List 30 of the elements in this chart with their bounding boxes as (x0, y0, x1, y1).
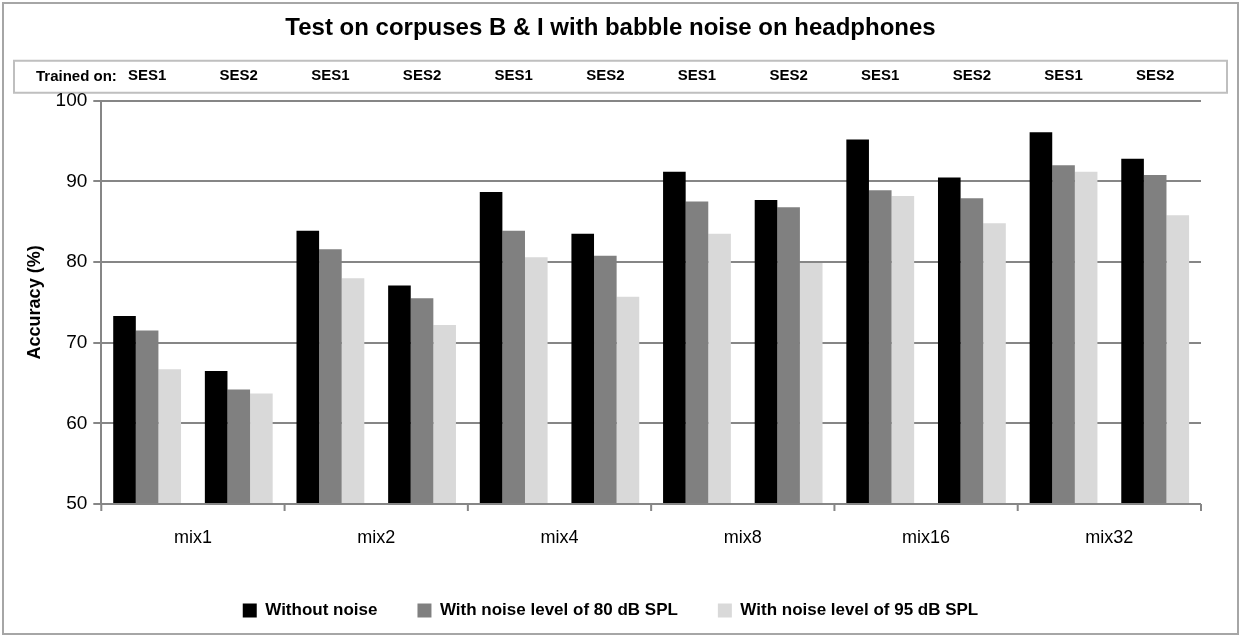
x-tick-label: SES1 (1044, 65, 1083, 83)
x-tick-label: SES2 (586, 65, 625, 83)
text: mix4 (540, 526, 579, 547)
text: mix1 (173, 526, 212, 547)
y-tick-label: 100 (55, 89, 88, 111)
x-tick-label: SES1 (677, 65, 717, 83)
text: mix16 (902, 526, 951, 547)
y-tick-label: 80 (66, 250, 88, 272)
x-tick-label: SES1 (311, 65, 350, 83)
chart-title: Test on corpuses B & I with babble noise on headphones (285, 13, 936, 41)
x-tick-label: SES2 (769, 65, 808, 83)
x-tick-label: SES2 (219, 65, 258, 83)
y-tick-label: 70 (66, 330, 88, 352)
y-tick-label: 90 (66, 169, 88, 191)
x-tick-label: SES1 (127, 65, 167, 83)
y-tick-label: 50 (66, 492, 88, 514)
x-tick-label: SES2 (1136, 65, 1175, 83)
legend-label: With noise level of 95 dB SPL (740, 600, 979, 620)
y-tick-label: 60 (66, 411, 88, 433)
text: mix8 (723, 526, 762, 547)
text: mix2 (357, 526, 396, 547)
y-axis-title: Accuracy (%) (23, 245, 44, 360)
x-tick-label: SES1 (861, 65, 900, 83)
x-tick-label: SES1 (494, 65, 533, 83)
x-tick-label: SES2 (952, 65, 992, 83)
text: mix32 (1085, 526, 1134, 547)
legend-label: Without noise (265, 600, 378, 620)
x-tick-label: SES2 (402, 65, 442, 83)
legend-label: With noise level of 80 dB SPL (439, 600, 678, 620)
text: Trained on: (36, 66, 117, 84)
